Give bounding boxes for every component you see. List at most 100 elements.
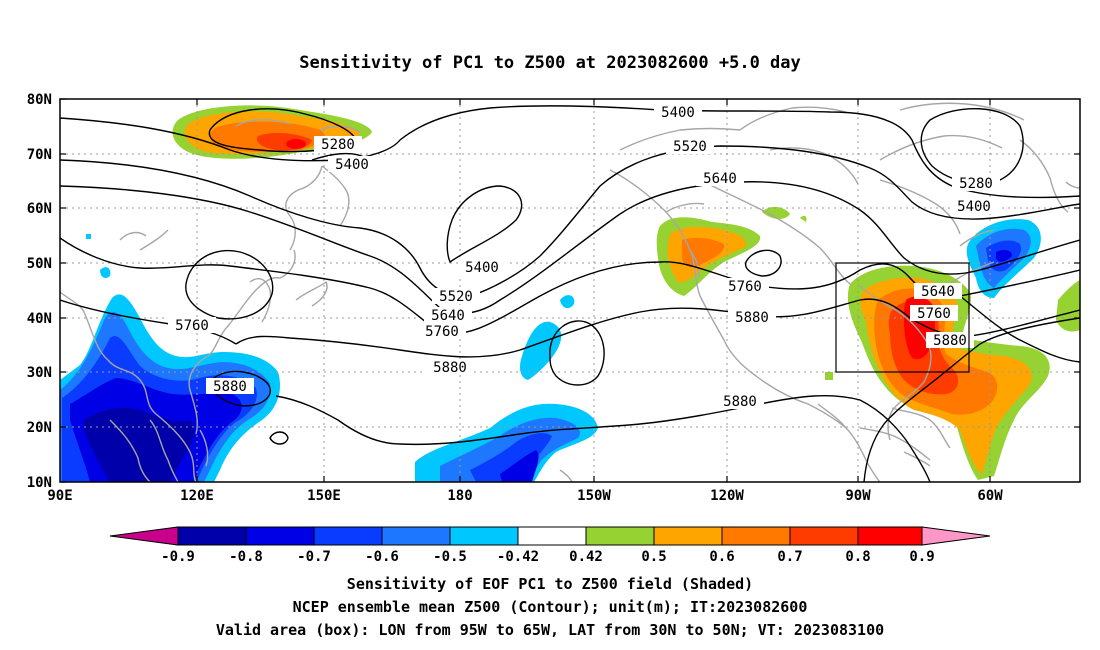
contour-5400-mid xyxy=(446,185,523,264)
colorbar-label: -0.9 xyxy=(161,549,195,565)
colorbar-segment xyxy=(585,526,655,546)
contour-label: 5520 xyxy=(432,288,480,305)
colorbar-label: -0.7 xyxy=(297,549,331,565)
svg-text:5880: 5880 xyxy=(723,394,757,410)
svg-text:5880: 5880 xyxy=(433,360,467,376)
contour-label: 5880 xyxy=(728,309,776,326)
contour-labels: 5400 5520 5640 5280 5400 5280 5400 5400 … xyxy=(168,104,1000,410)
colorbar-segment xyxy=(313,526,383,546)
contour-5880-s xyxy=(275,394,931,482)
svg-text:5880: 5880 xyxy=(735,310,769,326)
lon-label: 60W xyxy=(977,488,1003,504)
map-frame xyxy=(59,98,1081,483)
contour-label: 5760 xyxy=(910,305,958,322)
svg-text:5280: 5280 xyxy=(959,176,993,192)
lon-label: 120E xyxy=(180,488,214,504)
svg-text:5760: 5760 xyxy=(175,318,209,334)
colorbar-segment xyxy=(721,526,791,546)
lat-label: 60N xyxy=(27,201,52,217)
lat-label: 10N xyxy=(27,475,52,491)
contour-small-loop xyxy=(269,431,289,445)
colorbar-segment xyxy=(653,526,723,546)
contour-5880-closed-midpac xyxy=(549,320,605,386)
contour-label: 5880 xyxy=(716,393,764,410)
colorbar-label: 0.42 xyxy=(569,549,603,565)
colorbar-segment xyxy=(517,526,587,546)
contour-5880-closed-west xyxy=(212,370,271,407)
colorbar-label: 0.6 xyxy=(709,549,734,565)
shade-positive-canada xyxy=(656,206,807,296)
lon-label: 90E xyxy=(47,488,72,504)
contour-5640 xyxy=(60,181,1080,315)
svg-text:5640: 5640 xyxy=(921,284,955,300)
figure-title: Sensitivity of PC1 to Z500 at 2023082600… xyxy=(299,53,801,73)
colorbar-labels: -0.9 -0.8 -0.7 -0.6 -0.5 -0.42 0.42 0.5 … xyxy=(161,549,935,565)
contour-5280-right xyxy=(920,107,1024,185)
svg-text:5640: 5640 xyxy=(703,171,737,187)
lon-label: 180 xyxy=(447,488,472,504)
colorbar-segment xyxy=(245,526,315,546)
longitude-labels: 90E 120E 150E 180 150W 120W 90W 60W xyxy=(47,488,1003,504)
colorbar-segment xyxy=(177,526,247,546)
svg-text:5880: 5880 xyxy=(213,379,247,395)
colorbar xyxy=(109,526,991,546)
contour-label: 5400 xyxy=(458,259,506,276)
lat-label: 50N xyxy=(27,256,52,272)
colorbar-segment xyxy=(381,526,451,546)
svg-text:5880: 5880 xyxy=(933,333,967,349)
shade-negative-westpacific xyxy=(60,294,281,482)
valid-area-box xyxy=(835,262,970,373)
contour-label: 5640 xyxy=(914,283,962,300)
contour-label: 5880 xyxy=(926,332,974,349)
contour-label: 5760 xyxy=(418,323,466,340)
lat-label: 40N xyxy=(27,311,52,327)
svg-text:5760: 5760 xyxy=(728,279,762,295)
contour-label: 5880 xyxy=(206,378,254,395)
shade-negative-dateline xyxy=(415,403,598,482)
colorbar-label: -0.42 xyxy=(497,549,539,565)
svg-text:5400: 5400 xyxy=(335,157,369,173)
contour-5760-closed-west xyxy=(185,250,274,320)
svg-text:5520: 5520 xyxy=(673,139,707,155)
contour-label: 5400 xyxy=(328,156,376,173)
colorbar-upper-arrow xyxy=(921,526,991,546)
contour-5880-eastmid xyxy=(863,317,1080,482)
svg-text:5400: 5400 xyxy=(661,105,695,121)
colorbar-label: 0.7 xyxy=(777,549,802,565)
svg-text:5280: 5280 xyxy=(321,137,355,153)
colorbar-label: -0.6 xyxy=(365,549,399,565)
contour-5520 xyxy=(60,145,1080,298)
contour-label: 5280 xyxy=(952,175,1000,192)
lat-label: 30N xyxy=(27,365,52,381)
caption-line-2: NCEP ensemble mean Z500 (Contour); unit(… xyxy=(293,598,808,616)
colorbar-label: 0.9 xyxy=(909,549,934,565)
caption-line-1: Sensitivity of EOF PC1 to Z500 field (Sh… xyxy=(347,575,753,593)
lat-label: 80N xyxy=(27,92,52,108)
lon-label: 150W xyxy=(577,488,611,504)
colorbar-label: 0.5 xyxy=(641,549,666,565)
contour-label: 5640 xyxy=(696,170,744,187)
contour-5760 xyxy=(60,237,1080,335)
colorbar-label: 0.8 xyxy=(845,549,870,565)
map-plot-area: 5400 5520 5640 5280 5400 5280 5400 5400 … xyxy=(60,99,1080,482)
contour-label: 5880 xyxy=(426,359,474,376)
svg-text:5400: 5400 xyxy=(957,199,991,215)
svg-text:5760: 5760 xyxy=(917,306,951,322)
contour-label: 5760 xyxy=(168,317,216,334)
lon-label: 120W xyxy=(710,488,744,504)
colorbar-segment xyxy=(857,526,923,546)
colorbar-label: -0.8 xyxy=(229,549,263,565)
colorbar-lower-arrow xyxy=(109,526,179,546)
caption-line-3: Valid area (box): LON from 95W to 65W, L… xyxy=(216,621,884,639)
lon-label: 90W xyxy=(845,488,871,504)
latitude-labels: 80N 70N 60N 50N 40N 30N 20N 10N xyxy=(27,92,52,491)
colorbar-segment xyxy=(449,526,519,546)
svg-text:5760: 5760 xyxy=(425,324,459,340)
axis-ticks xyxy=(60,98,1080,483)
contour-5400-top xyxy=(60,105,1080,199)
colorbar-label: -0.5 xyxy=(433,549,467,565)
lat-label: 20N xyxy=(27,420,52,436)
contour-label: 5760 xyxy=(721,278,769,295)
svg-text:5640: 5640 xyxy=(431,308,465,324)
